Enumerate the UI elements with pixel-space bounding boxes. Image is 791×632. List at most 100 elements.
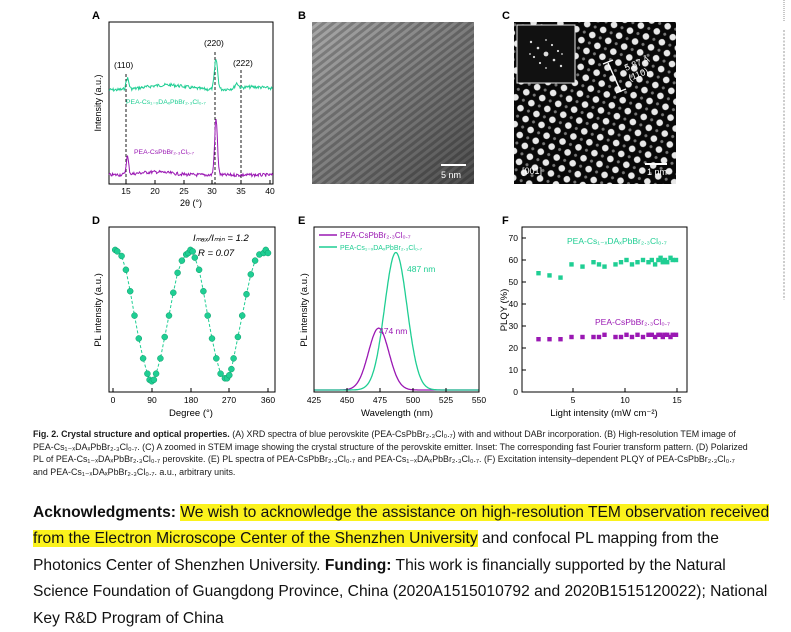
panel-f-xlabel: Light intensity (mW cm⁻²): [550, 408, 657, 419]
plqy-purple-point: [591, 334, 596, 340]
plqy-green-point: [665, 260, 670, 265]
polar-point: [165, 312, 173, 319]
plqy-green-point: [536, 271, 541, 276]
panel-f-ylabel: PLQY (%): [499, 289, 510, 332]
tem-lattice-fringes: [312, 22, 474, 184]
panel-e-ylabel: PL intensity (a.u.): [299, 273, 310, 347]
spacing-marker: [607, 62, 622, 93]
polar-point: [234, 333, 242, 341]
plqy-green-point: [649, 257, 654, 263]
polar-point: [118, 252, 125, 260]
funding-heading: Funding:: [324, 556, 392, 574]
polar-point: [161, 333, 168, 341]
panel-f-yticks: 0 10 20 30 40 50 60 70: [509, 233, 526, 397]
xtick-15: 15: [672, 395, 682, 405]
panel-e-frame: [313, 226, 480, 393]
acknowledgments-heading: Acknowledgments:: [33, 504, 176, 521]
panel-e-xticks: 425 450 475 500 525 550: [307, 388, 486, 405]
polar-point: [178, 257, 186, 264]
polar-point: [228, 365, 235, 373]
plqy-purple-point: [613, 334, 618, 340]
plqy-purple-point: [670, 332, 675, 337]
panel-a-xticks: 15 20 25 30 35 40: [121, 180, 275, 196]
xrd-green-series-label: PEA-Cs₁₋ₓDAₓPbBr₂.₃Cl₀.₇: [126, 99, 206, 106]
panel-d-ylabel: PL intensity (a.u.): [93, 273, 104, 347]
plqy-purple-point: [629, 334, 635, 340]
zone-axis-label: [001]: [522, 166, 542, 176]
xtick-0: 0: [111, 395, 116, 405]
cropped-page-edge: [783, 0, 785, 300]
spacing-tick-bottom: [615, 88, 627, 94]
plqy-purple-point: [640, 334, 646, 340]
plqy-purple-point: [569, 334, 574, 340]
ytick-10: 10: [509, 365, 519, 375]
xtick-450: 450: [340, 395, 354, 405]
xrd-purple-trace: [108, 118, 274, 179]
plqy-purple-point: [652, 334, 658, 340]
panel-a-frame: [108, 21, 274, 185]
xrd-purple-series-label: PEA-CsPbBr₂.₃Cl₀.₇: [134, 149, 195, 156]
panel-d-xticks: 0 90 180 270 360: [111, 388, 275, 405]
ytick-30: 30: [509, 321, 519, 331]
peak-label-487: 487 nm: [407, 264, 435, 274]
peak-label-222: (222): [233, 58, 253, 68]
peak-label-220: (220): [204, 38, 224, 48]
polar-data-points: [111, 246, 272, 385]
funding-text: This work is financially supported by th…: [33, 556, 768, 627]
plqy-green-point: [613, 262, 618, 267]
polar-point: [208, 335, 216, 342]
figure-caption: Fig. 2. Crystal structure and optical pr…: [33, 428, 749, 478]
polar-point: [243, 290, 250, 298]
polar-point: [191, 254, 199, 261]
plqy-purple-point: [596, 334, 602, 340]
xtick-90: 90: [147, 395, 157, 405]
peak-label-110: (110): [114, 60, 133, 70]
ytick-0: 0: [513, 387, 518, 397]
plqy-purple-point: [536, 337, 541, 342]
plqy-green-point: [558, 275, 563, 280]
plqy-green-point: [569, 262, 574, 267]
polar-ratio-label: Iₘₐₓ/Iₘᵢₙ = 1.2: [193, 233, 249, 244]
xtick-25: 25: [179, 186, 189, 196]
xtick-40: 40: [265, 186, 275, 196]
plqy-green-point: [635, 260, 640, 265]
polar-point: [152, 370, 160, 377]
polar-point: [200, 287, 207, 295]
plqy-purple-point: [635, 332, 640, 337]
plqy-green-point: [624, 257, 629, 263]
polar-point: [131, 312, 138, 319]
plqy-green-point: [673, 257, 679, 263]
ytick-60: 60: [509, 255, 519, 265]
plqy-green-label: PEA-Cs₁₋ₓDAₓPbBr₂.₃Cl₀.₇: [567, 236, 667, 246]
caption-body: (A) XRD spectra of blue perovskite (PEA-…: [33, 429, 748, 477]
polar-point: [230, 355, 237, 362]
scalebar-c-label: 1 nm: [647, 167, 667, 177]
polar-point: [170, 289, 177, 296]
polar-point: [226, 371, 233, 379]
plqy-purple-point: [646, 332, 651, 337]
plqy-purple-point: [558, 337, 563, 342]
plqy-purple-label: PEA-CsPbBr₂.₃Cl₀.₇: [595, 317, 670, 327]
panel-d: D Iₘₐₓ/Iₘᵢₙ = 1.2 R = 0.07 0 90 180 270 …: [92, 215, 276, 419]
panel-e-letter: E: [298, 215, 305, 227]
xtick-425: 425: [307, 395, 321, 405]
figure-2: A (110) (220) (222) PEA-Cs₁₋ₓDAₓPbBr₂.₃C…: [92, 10, 688, 419]
polar-point: [195, 266, 203, 274]
polar-point: [213, 355, 220, 362]
panel-e: E PEA-CsPbBr₂.₃Cl₀.₇ PEA-Cs₁₋ₓDAₓPbBr₂.₃…: [298, 215, 486, 419]
xtick-5: 5: [571, 395, 576, 405]
xtick-500: 500: [406, 395, 420, 405]
ytick-40: 40: [509, 299, 519, 309]
polar-point: [264, 249, 272, 257]
acknowledgments-paragraph: Acknowledgments: We wish to acknowledge …: [33, 500, 773, 632]
plqy-green-point: [646, 260, 651, 265]
caption-title: Fig. 2. Crystal structure and optical pr…: [33, 429, 230, 439]
xtick-180: 180: [184, 395, 198, 405]
pl-green-curve: [314, 251, 479, 391]
acknowledgment-rest: and confocal PL mapping from the Photoni…: [33, 530, 719, 574]
panel-e-xlabel: Wavelength (nm): [361, 408, 433, 419]
polar-point: [122, 266, 130, 274]
xrd-green-trace: [108, 58, 273, 93]
ytick-20: 20: [509, 343, 519, 353]
panel-a-ylabel: Intensity (a.u.): [93, 74, 103, 131]
